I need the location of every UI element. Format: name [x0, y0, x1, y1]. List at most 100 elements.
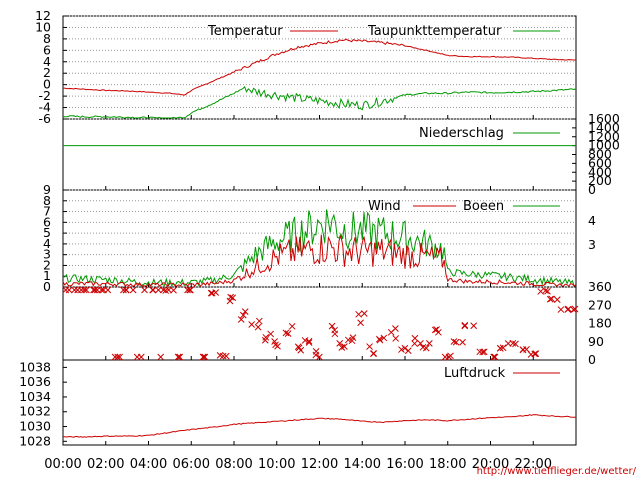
direction-marker-stroke: [100, 286, 107, 294]
direction-marker-stroke: [123, 286, 130, 294]
direction-marker-stroke: [338, 344, 346, 351]
tick-label-wind: 7: [43, 204, 51, 219]
direction-marker-stroke: [349, 334, 357, 341]
tick-label-pressure: 1038: [19, 359, 51, 374]
tick-label-wind: 6: [43, 214, 51, 229]
tick-label-temp: -4: [39, 100, 52, 115]
direction-marker: [227, 293, 235, 301]
tick-label-wind: 8: [43, 193, 51, 208]
tick-label-precip: 200: [588, 173, 612, 188]
direction-marker: [267, 330, 275, 338]
tick-label-direction: 0: [588, 352, 596, 367]
direction-marker: [219, 352, 227, 360]
direction-marker: [527, 351, 535, 358]
direction-marker: [120, 286, 127, 294]
tick-label-wind: 9: [43, 182, 51, 197]
direction-marker: [447, 352, 454, 360]
direction-marker: [295, 344, 303, 352]
legend-temperature-panel: Temperatur Taupunkttemperatur: [207, 24, 560, 39]
direction-marker: [241, 308, 249, 316]
direction-marker-stroke: [411, 340, 418, 347]
direction-marker: [261, 336, 269, 344]
direction-marker: [316, 353, 323, 361]
direction-marker-stroke: [461, 322, 469, 330]
x-tick-label: 16:00: [386, 457, 423, 472]
tick-label-wind: 2: [43, 257, 51, 272]
direction-marker-stroke: [222, 352, 230, 360]
direction-marker: [490, 353, 498, 361]
direction-marker-stroke: [459, 338, 466, 346]
direction-marker-stroke: [237, 316, 245, 323]
tick-label-temp: 0: [43, 77, 51, 92]
direction-marker: [254, 323, 262, 331]
direction-marker: [336, 340, 344, 347]
direction-marker: [312, 351, 320, 359]
direction-marker-stroke: [331, 330, 339, 338]
x-tick-label: 18:00: [429, 457, 466, 472]
direction-marker: [459, 338, 466, 346]
tick-label-precip: 1600: [588, 111, 620, 126]
direction-marker-stroke: [564, 306, 572, 313]
x-tick-label: 06:00: [173, 457, 210, 472]
direction-marker: [392, 335, 400, 342]
legend-boeen: Boeen: [463, 199, 504, 214]
direction-marker-stroke: [470, 322, 478, 330]
direction-marker: [366, 343, 373, 350]
x-tick-label: 12:00: [301, 457, 338, 472]
legend-wind-panel: Wind Boeen: [368, 199, 560, 214]
direction-marker: [376, 336, 384, 344]
direction-marker: [338, 344, 346, 351]
direction-marker-stroke: [357, 319, 364, 327]
series-line-boeen: [62, 209, 576, 288]
tick-label-direction: 360: [588, 279, 612, 294]
direction-marker-stroke: [532, 350, 540, 357]
direction-marker-stroke: [254, 323, 262, 331]
direction-marker: [239, 311, 247, 319]
direction-marker-stroke: [433, 326, 440, 333]
direction-marker-stroke: [272, 341, 279, 349]
direction-marker-stroke: [431, 326, 439, 334]
direction-marker-stroke: [344, 336, 352, 344]
direction-marker-stroke: [219, 352, 227, 360]
direction-marker-stroke: [570, 306, 577, 314]
direction-marker-stroke: [90, 286, 97, 294]
direction-marker: [187, 286, 194, 294]
tick-label-temp: 10: [35, 19, 51, 34]
direction-marker: [479, 348, 487, 356]
tick-label-direction: 180: [588, 316, 612, 331]
tick-label-temp: 8: [43, 31, 51, 46]
direction-marker: [157, 353, 165, 361]
direction-marker-stroke: [271, 338, 278, 345]
legend-taupunkt: Taupunkttemperatur: [367, 24, 502, 39]
direction-marker-stroke: [419, 343, 427, 351]
direction-marker-stroke: [248, 321, 256, 328]
direction-marker-stroke: [544, 287, 551, 295]
direction-marker: [411, 334, 419, 342]
direction-marker-stroke: [537, 288, 545, 295]
tick-label-direction: 270: [588, 297, 612, 312]
direction-marker-stroke: [392, 335, 400, 342]
legend-temperatur: Temperatur: [207, 24, 283, 39]
direction-marker: [401, 344, 409, 352]
series-line-wind: [62, 234, 577, 287]
direction-marker-stroke: [83, 286, 90, 294]
direction-marker: [222, 352, 230, 360]
direction-marker: [431, 326, 439, 334]
direction-marker: [470, 322, 478, 330]
direction-marker-stroke: [184, 286, 191, 294]
direction-marker-stroke: [160, 286, 167, 294]
direction-marker-stroke: [546, 295, 554, 303]
direction-marker-stroke: [527, 351, 535, 358]
legend-wind: Wind: [368, 199, 401, 214]
direction-marker-stroke: [417, 340, 424, 347]
tick-label-precip: 600: [588, 155, 612, 170]
tick-label-precip: 1000: [588, 138, 620, 153]
direction-marker-stroke: [212, 289, 220, 296]
direction-marker: [78, 286, 85, 294]
direction-marker-stroke: [376, 336, 384, 344]
x-tick-label: 10:00: [258, 457, 295, 472]
direction-marker-stroke: [255, 317, 263, 325]
direction-marker: [91, 286, 99, 294]
